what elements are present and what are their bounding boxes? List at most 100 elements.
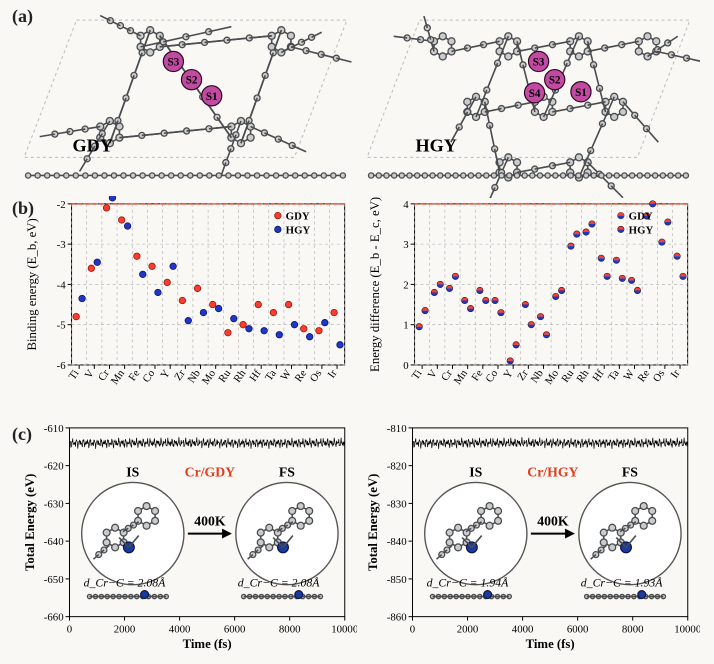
hgy-site-s2-label: S2 [549, 75, 561, 87]
svg-text:Time (fs): Time (fs) [183, 637, 232, 651]
hgy-site-s1-label: S1 [575, 87, 587, 99]
hgy-site-s1: S1 [571, 82, 591, 102]
svg-text:Hf: Hf [590, 367, 607, 384]
svg-text:-810: -810 [387, 423, 407, 435]
gdy-site-s2: S2 [181, 70, 201, 90]
svg-text:Mo: Mo [543, 368, 561, 387]
svg-text:-850: -850 [387, 574, 407, 586]
svg-text:-830: -830 [387, 498, 407, 510]
figure-container: (a) S3 S2 S1 GDY [0, 0, 714, 664]
svg-text:-630: -630 [44, 498, 64, 510]
svg-text:Hf: Hf [247, 367, 264, 384]
svg-text:W: W [621, 367, 637, 383]
svg-text:Zr: Zr [515, 367, 531, 383]
svg-text:10000: 10000 [674, 623, 700, 635]
svg-text:Nb: Nb [186, 368, 203, 386]
svg-text:d_Cr−C = 1.93Å: d_Cr−C = 1.93Å [581, 576, 663, 590]
svg-text:-640: -640 [44, 536, 64, 548]
svg-text:Mo: Mo [200, 368, 218, 387]
svg-text:2000: 2000 [457, 623, 479, 635]
hgy-site-s2: S2 [545, 70, 565, 90]
gdy-site-s3-label: S3 [168, 57, 180, 69]
binding-energy-chart: -6-5-4-3-2TiVCrMnFeCoYZrNbMoRuRhHfTaWReO… [14, 196, 357, 418]
svg-text:3: 3 [403, 239, 408, 251]
svg-text:-6: -6 [57, 360, 67, 372]
gdy-structure-label: GDY [73, 135, 113, 155]
svg-text:Cr/HGY: Cr/HGY [527, 465, 578, 480]
svg-text:400K: 400K [537, 514, 569, 529]
svg-text:W: W [278, 367, 294, 383]
svg-text:V: V [82, 367, 96, 380]
svg-text:-660: -660 [44, 612, 64, 624]
svg-text:Re: Re [635, 367, 652, 384]
svg-text:Ru: Ru [216, 367, 233, 385]
svg-text:8000: 8000 [622, 623, 644, 635]
svg-text:Os: Os [308, 368, 325, 385]
md-chart-hgy: -860-850-840-830-820-8100200040006000800… [357, 422, 700, 654]
svg-text:0: 0 [67, 623, 72, 635]
svg-text:Cr/GDY: Cr/GDY [185, 465, 235, 480]
svg-text:Ti: Ti [409, 368, 424, 382]
svg-text:-3: -3 [57, 239, 66, 251]
svg-text:d_Cr−C = 2.08Å: d_Cr−C = 2.08Å [84, 576, 166, 590]
svg-text:Rh: Rh [574, 367, 591, 385]
gdy-site-s2-label: S2 [186, 75, 198, 87]
svg-text:6000: 6000 [224, 623, 246, 635]
svg-text:Os: Os [651, 368, 668, 385]
svg-text:Co: Co [483, 368, 500, 385]
svg-text:-840: -840 [387, 536, 407, 548]
svg-text:d_Cr−C = 2.08Å: d_Cr−C = 2.08Å [238, 576, 320, 590]
svg-text:Energy difference (E_b - E_c,: Energy difference (E_b - E_c, eV) [368, 197, 382, 372]
svg-text:-650: -650 [44, 574, 64, 586]
svg-text:Re: Re [292, 367, 309, 384]
svg-text:4000: 4000 [169, 623, 191, 635]
structure-gdy: S3 S2 S1 GDY [14, 6, 357, 192]
svg-text:Nb: Nb [529, 368, 546, 386]
svg-text:GDY: GDY [629, 211, 653, 223]
svg-text:FS: FS [622, 465, 638, 480]
svg-text:Zr: Zr [172, 367, 188, 383]
svg-text:FS: FS [279, 465, 295, 480]
panel-b-row: (b) -6-5-4-3-2TiVCrMnFeCoYZrNbMoRuRhHfTa… [4, 194, 710, 420]
svg-text:2: 2 [403, 279, 408, 291]
energy-difference-chart: 01234TiVCrMnFeCoYZrNbMoRuRhHfTaWReOsIrEn… [357, 196, 700, 418]
svg-text:0: 0 [403, 360, 408, 372]
svg-text:HGY: HGY [629, 224, 654, 236]
svg-text:Ta: Ta [606, 367, 622, 383]
svg-text:Rh: Rh [231, 367, 248, 385]
svg-text:4: 4 [403, 199, 409, 211]
svg-text:IS: IS [126, 465, 139, 480]
svg-text:Time (fs): Time (fs) [526, 637, 575, 651]
svg-text:Total Energy (eV): Total Energy (eV) [23, 474, 37, 571]
hgy-site-s3-label: S3 [533, 57, 545, 69]
svg-text:Y: Y [501, 367, 515, 380]
svg-text:Ta: Ta [263, 367, 279, 383]
panel-a-row: (a) S3 S2 S1 GDY [4, 4, 710, 194]
hgy-structure-label: HGY [416, 135, 457, 155]
svg-text:1: 1 [403, 320, 408, 332]
svg-text:2000: 2000 [114, 623, 136, 635]
svg-text:Ti: Ti [66, 368, 81, 382]
md-chart-gdy: -660-650-640-630-620-6100200040006000800… [14, 422, 357, 654]
svg-text:400K: 400K [194, 514, 226, 529]
svg-text:-610: -610 [44, 423, 64, 435]
svg-text:IS: IS [469, 465, 482, 480]
svg-text:d_Cr−C = 1.94Å: d_Cr−C = 1.94Å [427, 576, 509, 590]
svg-text:Binding energy (E_b, eV): Binding energy (E_b, eV) [25, 218, 39, 350]
svg-text:GDY: GDY [286, 211, 310, 223]
svg-text:-860: -860 [387, 612, 407, 624]
hgy-site-s4: S4 [524, 83, 544, 103]
gdy-site-s1: S1 [202, 86, 222, 106]
svg-text:6000: 6000 [567, 623, 589, 635]
svg-text:-2: -2 [57, 199, 66, 211]
gdy-site-s1-label: S1 [206, 91, 218, 103]
svg-text:Ir: Ir [326, 367, 340, 380]
svg-text:-820: -820 [387, 461, 407, 473]
svg-text:10000: 10000 [331, 623, 357, 635]
svg-text:Mn: Mn [109, 367, 128, 387]
svg-text:Ru: Ru [559, 367, 576, 385]
panel-c-row: (c) -660-650-640-630-620-610020004000600… [4, 420, 710, 656]
svg-text:8000: 8000 [279, 623, 301, 635]
structure-hgy: S3 S2 S4 S1 HGY [357, 6, 700, 192]
hgy-site-s3: S3 [528, 51, 548, 71]
